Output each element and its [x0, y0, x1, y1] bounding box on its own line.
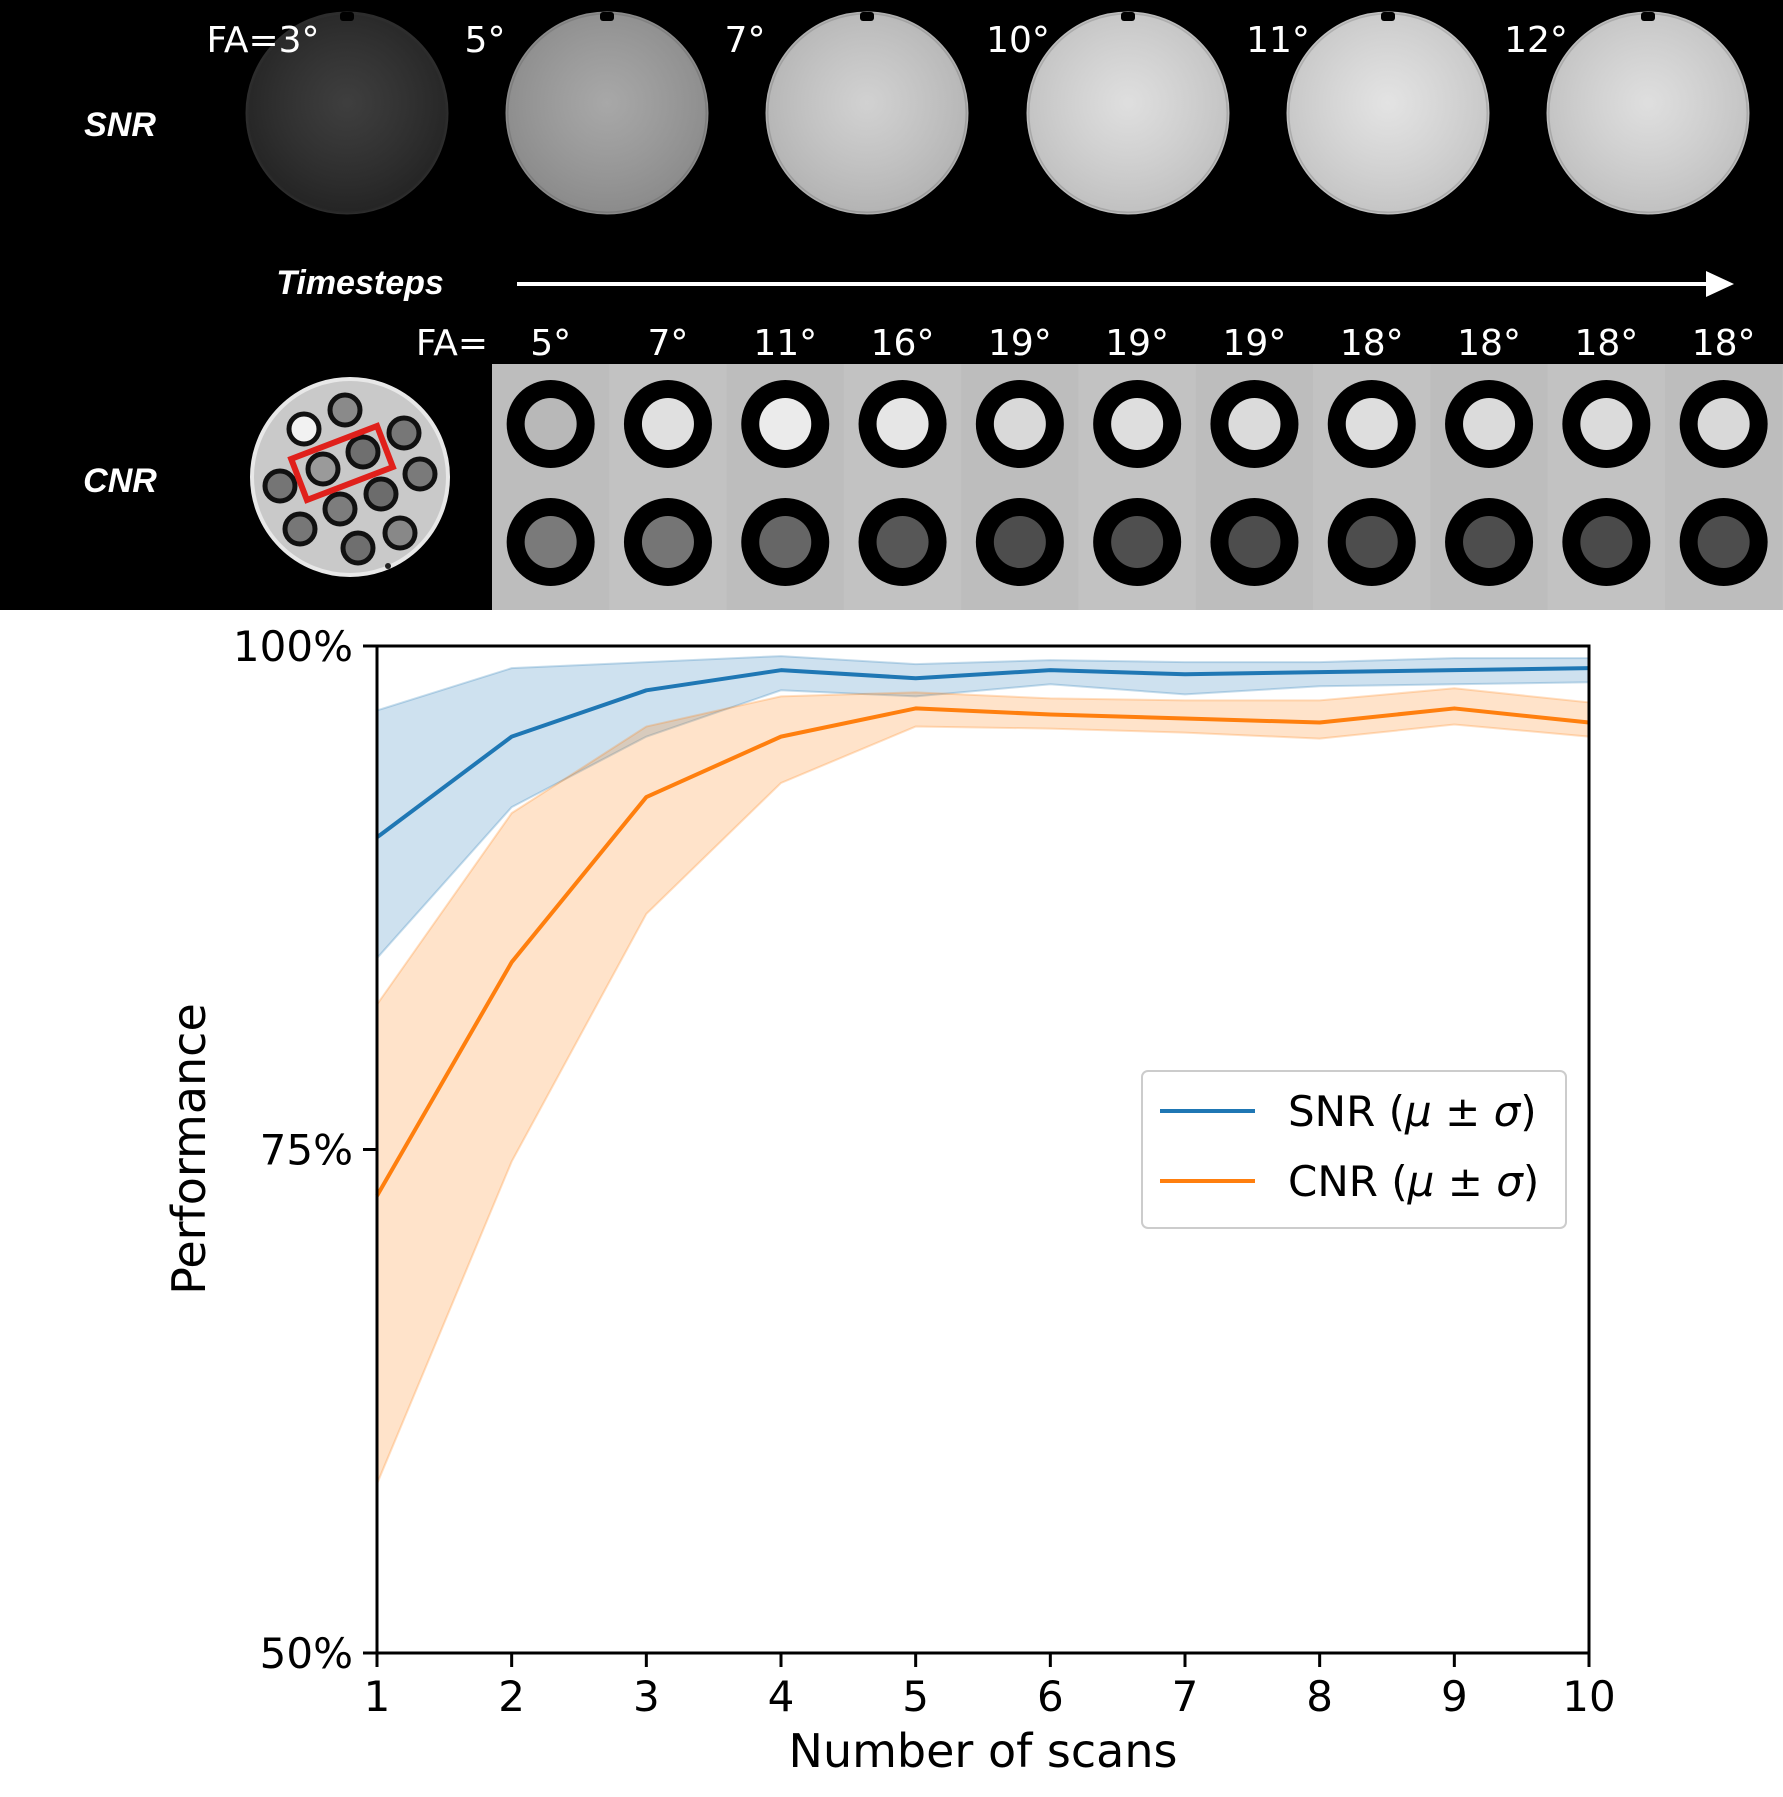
- cnr-fa-prefix: FA=: [416, 323, 488, 364]
- snr-fa-label: 5°: [465, 20, 506, 61]
- x-tick-label: 10: [1562, 1672, 1615, 1721]
- snr-phantom: [1026, 11, 1230, 215]
- timesteps-label: Timesteps: [276, 264, 444, 302]
- cnr-vial-pair: [726, 364, 844, 610]
- legend: SNR (μ ± σ) CNR (μ ± σ): [1141, 1070, 1567, 1229]
- cnr-fa-label: 18°: [1574, 323, 1638, 364]
- snr-phantom: [245, 11, 449, 215]
- cnr-row-label: CNR: [83, 462, 157, 500]
- x-tick-label: 8: [1306, 1672, 1333, 1721]
- cnr-vial-pair: [1078, 364, 1196, 610]
- highlight-box: [287, 422, 397, 504]
- performance-chart: 1 2 3 4 5 6 7 8 9 10 50% 75% 100% Number of scans P…: [162, 622, 1616, 1778]
- x-tick-label: 6: [1037, 1672, 1064, 1721]
- snr-phantom: [765, 11, 969, 215]
- cnr-phantom-overview: [250, 377, 450, 577]
- cnr-fa-label: 7°: [647, 323, 688, 364]
- snr-fa-label: 11°: [1246, 20, 1310, 61]
- snr-row-label: SNR: [84, 106, 156, 144]
- snr-phantom-row: [245, 11, 1750, 215]
- cnr-vial-pair: [1547, 364, 1665, 610]
- snr-phantom: [1286, 11, 1490, 215]
- snr-fa-label: 12°: [1504, 20, 1568, 61]
- snr-fa-label: 7°: [725, 20, 766, 61]
- x-tick-label: 4: [768, 1672, 795, 1721]
- y-axis-label: Performance: [162, 1003, 216, 1295]
- mean-line: [375, 666, 1590, 839]
- cnr-vial-pair: [492, 364, 610, 610]
- x-tick-label: 3: [633, 1672, 660, 1721]
- cnr-vial-pair: [843, 364, 962, 610]
- y-axis-ticks: 50% 75% 100%: [233, 622, 377, 1678]
- x-axis-ticks: 1 2 3 4 5 6 7 8 9 10: [364, 1653, 1616, 1721]
- std-bands: [376, 655, 1590, 1485]
- x-tick-label: 1: [364, 1672, 391, 1721]
- snr-fa-label: 10°: [986, 20, 1050, 61]
- snr-phantom: [1546, 11, 1750, 215]
- mean-lines: [375, 666, 1590, 1197]
- x-axis-label: Number of scans: [789, 1724, 1178, 1778]
- cnr-fa-label: 11°: [753, 323, 817, 364]
- snr-flip-angle-labels: FA=3° 5° 7° 10° 11° 12°: [206, 20, 1567, 61]
- timesteps-arrow-head: [1706, 271, 1734, 297]
- snr-phantom: [505, 11, 709, 215]
- x-tick-label: 2: [498, 1672, 525, 1721]
- x-tick-label: 9: [1441, 1672, 1468, 1721]
- cnr-fa-label: 18°: [1340, 323, 1404, 364]
- cnr-fa-label: 19°: [1105, 323, 1169, 364]
- cnr-vial-pair: [1430, 364, 1548, 610]
- cnr-vial-pair: [961, 364, 1079, 610]
- cnr-vial-pair: [1313, 364, 1431, 610]
- cnr-fa-label: 19°: [1223, 323, 1287, 364]
- x-tick-label: 5: [902, 1672, 929, 1721]
- legend-entry: CNR (μ ± σ): [1288, 1157, 1539, 1206]
- y-tick-label: 75%: [260, 1126, 353, 1175]
- x-tick-label: 7: [1172, 1672, 1199, 1721]
- cnr-fa-label: 18°: [1457, 323, 1521, 364]
- cnr-flip-angle-labels: 5° 7° 11° 16° 19° 19° 19° 18° 18° 18° 18°: [530, 323, 1755, 364]
- y-tick-label: 50%: [260, 1629, 353, 1678]
- legend-entry: SNR (μ ± σ): [1288, 1087, 1537, 1136]
- cnr-fa-label: 16°: [871, 323, 935, 364]
- snr-fa-label: FA=3°: [206, 20, 319, 61]
- cnr-fa-label: 18°: [1692, 323, 1756, 364]
- cnr-vial-pair: [1665, 364, 1783, 610]
- cnr-vial-strip: [492, 364, 1783, 610]
- cnr-vial-pair: [609, 364, 727, 610]
- cnr-fa-label: 5°: [530, 323, 571, 364]
- mean-line: [375, 706, 1590, 1197]
- cnr-vial-pair: [1195, 364, 1314, 610]
- cnr-fa-label: 19°: [988, 323, 1052, 364]
- y-tick-label: 100%: [233, 622, 353, 671]
- mri-panel: SNR FA=3° 5° 7° 10° 11° 12° Timesteps FA= 5° 7…: [0, 0, 1783, 610]
